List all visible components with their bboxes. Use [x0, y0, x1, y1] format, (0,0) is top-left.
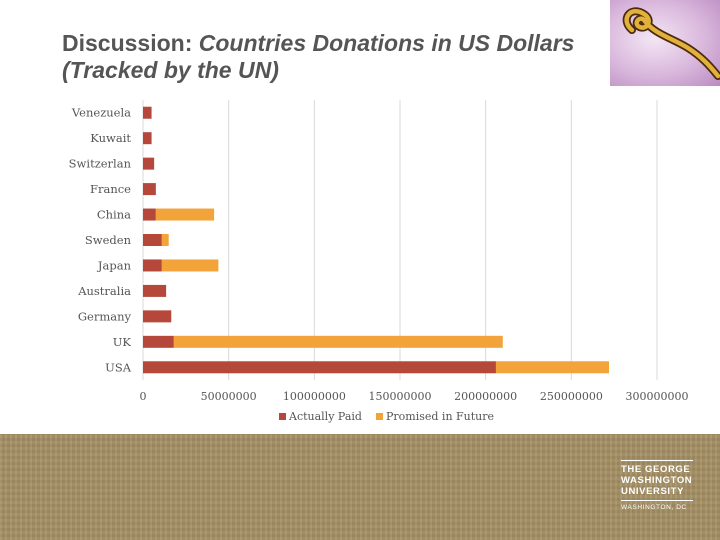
x-tick-label: 150000000 — [369, 390, 432, 403]
virus-icon — [622, 7, 720, 80]
x-tick-label: 200000000 — [454, 390, 517, 403]
category-label: Venezuela — [71, 106, 131, 120]
bar-actually-paid — [143, 335, 174, 348]
bar-actually-paid — [143, 106, 152, 119]
gwu-logo: THE GEORGE WASHINGTON UNIVERSITY WASHING… — [621, 460, 696, 511]
title-italic-main: Countries Donations in US Dollars — [198, 30, 575, 56]
category-label: Australia — [77, 284, 131, 298]
category-label: USA — [105, 360, 132, 374]
slide-title: Discussion: Countries Donations in US Do… — [62, 30, 622, 84]
category-label: Japan — [97, 258, 132, 272]
category-label: China — [97, 208, 131, 222]
legend-swatch — [376, 413, 383, 420]
category-label: Sweden — [85, 233, 132, 247]
x-tick-label: 50000000 — [201, 390, 257, 403]
bar-promised-future — [495, 361, 610, 374]
x-tick-labels: 0 50000000 100000000 150000000 200000000 2500… — [140, 390, 689, 403]
category-labels: USA UK Germany Australia Japan Sweden China Fra… — [69, 106, 132, 375]
x-tick-label: 0 — [140, 390, 147, 403]
bar-promised-future — [161, 234, 169, 246]
x-tick-label: 300000000 — [626, 390, 689, 403]
category-label: UK — [113, 335, 132, 349]
ebola-virus-image — [610, 0, 720, 86]
bars — [143, 106, 610, 374]
logo-line-1: THE GEORGE — [621, 464, 691, 475]
logo-line-3: UNIVERSITY — [621, 486, 685, 497]
logo-line-2: WASHINGTON — [621, 475, 693, 486]
logo-rule-top — [621, 460, 693, 461]
title-italic-sub: (Tracked by the UN) — [62, 57, 279, 83]
category-label: France — [90, 182, 131, 196]
category-label: Switzerlan — [69, 157, 132, 171]
category-label: Kuwait — [90, 131, 131, 145]
donations-chart: USA UK Germany Australia Japan Sweden China Fra… — [69, 100, 689, 423]
logo-rule-bottom — [621, 500, 693, 501]
legend-swatch — [279, 413, 286, 420]
legend-label: Actually Paid — [288, 410, 362, 423]
bar-actually-paid — [143, 310, 172, 323]
x-tick-label: 250000000 — [540, 390, 603, 403]
bar-actually-paid — [143, 259, 162, 272]
footer-band — [0, 434, 720, 540]
bar-actually-paid — [143, 132, 152, 145]
legend-label: Promised in Future — [386, 410, 494, 423]
x-tick-label: 100000000 — [283, 390, 346, 403]
category-label: Germany — [78, 309, 132, 323]
bar-actually-paid — [143, 157, 155, 170]
logo-location: WASHINGTON, DC — [621, 504, 687, 511]
bar-actually-paid — [143, 183, 156, 196]
legend: Actually Paid Promised in Future — [279, 410, 494, 423]
bar-promised-future — [161, 259, 219, 272]
bar-actually-paid — [143, 361, 496, 374]
title-plain: Discussion: — [62, 30, 199, 56]
bar-actually-paid — [143, 234, 162, 246]
bar-promised-future — [155, 208, 215, 221]
bar-promised-future — [173, 335, 503, 348]
grid-lines — [142, 100, 658, 380]
bar-actually-paid — [143, 208, 156, 221]
bar-actually-paid — [143, 284, 167, 297]
